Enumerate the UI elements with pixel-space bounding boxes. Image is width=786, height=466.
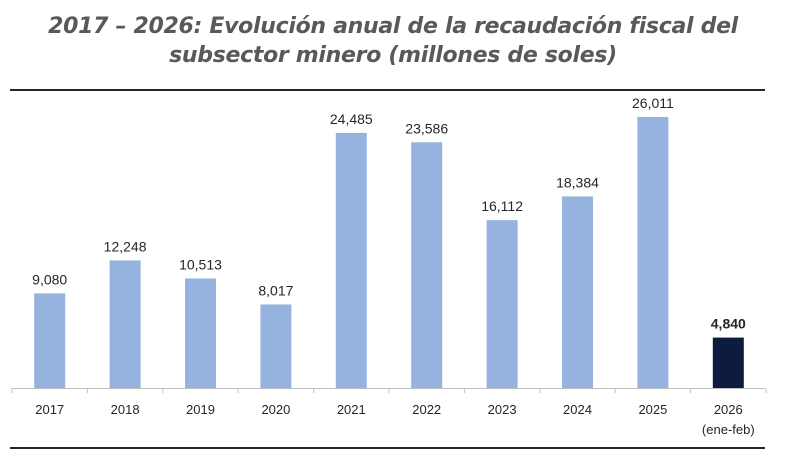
x-tick-label-2023: 2023 bbox=[488, 402, 517, 417]
x-tick-label-2021: 2021 bbox=[337, 402, 366, 417]
chart-title-line-2: subsector minero (millones de soles) bbox=[169, 43, 617, 68]
x-tick-label-2019: 2019 bbox=[186, 402, 215, 417]
data-label-2019: 10,513 bbox=[179, 256, 222, 272]
bar-2024 bbox=[562, 196, 593, 388]
x-tick-label-2018: 2018 bbox=[111, 402, 140, 417]
x-tick-label-2026: 2026 bbox=[714, 402, 743, 417]
x-tick-label-2022: 2022 bbox=[412, 402, 441, 417]
data-label-2022: 23,586 bbox=[405, 120, 448, 136]
bar-2025 bbox=[637, 117, 669, 388]
bar-2017 bbox=[34, 293, 66, 388]
data-label-2024: 18,384 bbox=[556, 174, 599, 190]
x-tick-sublabel-2026: (ene-feb) bbox=[702, 422, 755, 437]
chart-title: 2017 – 2026: Evolución anual de la recau… bbox=[0, 12, 786, 70]
data-label-2017: 9,080 bbox=[32, 271, 67, 287]
data-label-2023: 16,112 bbox=[481, 198, 523, 214]
bar-2020 bbox=[260, 304, 292, 388]
x-tick-label-2017: 2017 bbox=[35, 402, 64, 417]
bar-2022 bbox=[411, 142, 443, 388]
bar-2021 bbox=[335, 132, 367, 388]
x-tick-label-2020: 2020 bbox=[261, 402, 290, 417]
bar-2026 bbox=[712, 337, 744, 388]
chart-title-line-1: 2017 – 2026: Evolución anual de la recau… bbox=[48, 14, 738, 39]
bar-2023 bbox=[486, 220, 518, 388]
data-label-2026: 4,840 bbox=[711, 316, 746, 332]
x-tick-label-2025: 2025 bbox=[638, 402, 667, 417]
bar-2019 bbox=[185, 278, 216, 388]
bar-2018 bbox=[109, 260, 141, 388]
data-label-2020: 8,017 bbox=[258, 282, 293, 298]
data-label-2018: 12,248 bbox=[104, 238, 147, 254]
x-tick-label-2024: 2024 bbox=[563, 402, 592, 417]
data-label-2021: 24,485 bbox=[330, 111, 373, 127]
data-label-2025: 26,011 bbox=[632, 95, 674, 111]
